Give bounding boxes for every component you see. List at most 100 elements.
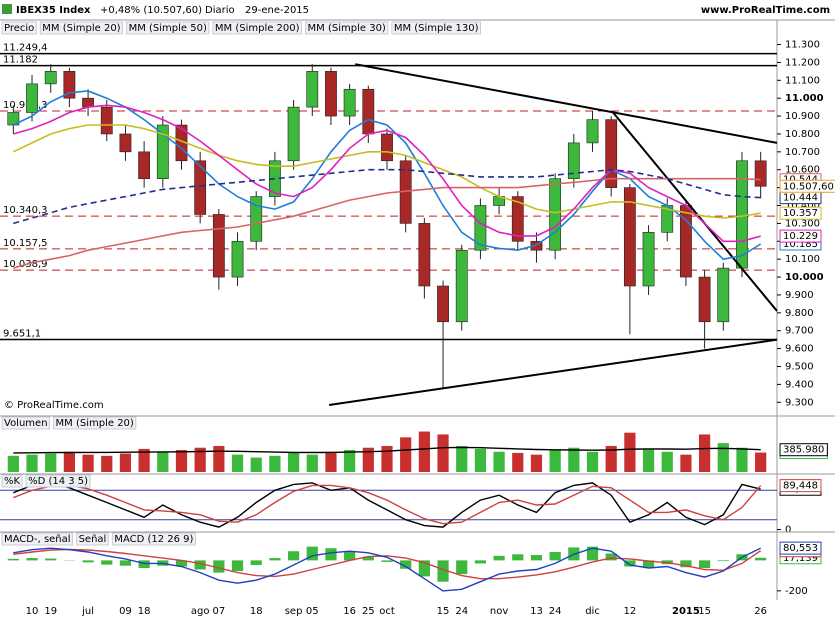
bar [250, 457, 262, 472]
candle-body [455, 249, 468, 323]
candle-body [623, 187, 636, 287]
trend-line [355, 63, 778, 144]
legend-item: MACD (12 26 9) [114, 534, 193, 545]
legend-item-bg [1, 416, 51, 430]
legend-item: MM (Simple 20) [56, 418, 134, 429]
last-value-tag [779, 541, 822, 555]
x-tick-label: 10 [26, 606, 39, 617]
series-line [13, 484, 762, 525]
bar [26, 558, 38, 561]
candle-body [437, 285, 449, 323]
legend-item: MACD-, señal [4, 534, 71, 545]
bar [45, 558, 57, 561]
candle-body [156, 124, 169, 179]
symbol: IBEX35 Index [16, 5, 91, 16]
candle-body [100, 106, 113, 135]
bar [82, 454, 94, 472]
candle-body [212, 214, 225, 278]
bar [474, 448, 487, 472]
legend-item-bg [25, 474, 91, 488]
last-value-label: 10.357 [783, 208, 818, 219]
x-tick-label: 18 [250, 606, 263, 617]
bar [101, 560, 113, 565]
candle-body [474, 205, 487, 251]
bar [194, 560, 206, 570]
bar [717, 560, 729, 562]
bar [344, 450, 356, 472]
site: www.ProRealTime.com [701, 5, 830, 16]
legend-item: Precio [4, 23, 34, 34]
y-tick-label: 9.600 [785, 344, 814, 355]
bar [568, 447, 580, 472]
x-tick-label: sep [285, 606, 303, 617]
candle-body [418, 223, 431, 287]
bar [493, 451, 505, 472]
candle-body [119, 133, 132, 153]
last-value-tag [779, 443, 828, 457]
candle-body [698, 276, 711, 323]
y-tick-label: 10.800 [785, 129, 820, 140]
y-tick-label: 9.900 [785, 290, 814, 301]
legend-item-bg [1, 532, 74, 546]
candle-body [325, 71, 337, 117]
y-tick-label: 9.800 [785, 308, 814, 319]
candle-body [82, 97, 94, 108]
bar [45, 453, 57, 472]
bar [642, 448, 655, 472]
bar [755, 452, 767, 472]
bar [269, 455, 281, 472]
bar [119, 453, 132, 472]
bar [362, 447, 374, 472]
y-tick-label: -200 [785, 586, 808, 597]
x-tick-label: ago [191, 606, 210, 617]
bar [680, 454, 692, 472]
candle-body [754, 160, 767, 187]
bar [306, 546, 318, 561]
bar [699, 560, 711, 568]
candle-body [26, 83, 38, 113]
bar [175, 560, 188, 567]
candle-body [717, 267, 730, 323]
series-line [13, 446, 761, 454]
y-tick-label: 10.400 [785, 201, 820, 212]
bar [717, 443, 729, 472]
bar [400, 437, 412, 472]
last-value-label: 10.444 [783, 193, 818, 204]
y-tick-label: 10.700 [785, 147, 820, 158]
level-label: 9.651,1 [3, 328, 41, 339]
bar [381, 560, 393, 562]
legend-item: MM (Simple 20) [42, 23, 120, 34]
bar [437, 560, 449, 582]
candle-body [567, 142, 580, 179]
bar [119, 560, 132, 566]
bar [82, 560, 94, 563]
y-tick-label: 11.200 [785, 57, 820, 68]
bar [7, 558, 19, 561]
bar [624, 432, 636, 472]
bar [624, 560, 636, 567]
series-line [13, 548, 762, 580]
series-line [13, 482, 761, 528]
x-tick-label: 15 [437, 606, 450, 617]
last-value-label: 10.507,60 [783, 181, 834, 192]
bar [699, 434, 711, 472]
x-tick-label: 16 [343, 606, 356, 617]
y-tick-label: 10.600 [785, 165, 820, 176]
icon [2, 4, 12, 14]
x-tick-label: 24 [455, 606, 468, 617]
candle-body [511, 196, 524, 242]
last-value-tag [779, 206, 822, 220]
series-line [13, 547, 762, 592]
legend-item-bg [391, 21, 481, 35]
bar [661, 451, 673, 472]
bar [418, 431, 430, 472]
legend-item: MM (Simple 50) [129, 23, 207, 34]
last-value-tag [779, 479, 822, 493]
bar [63, 451, 75, 472]
bar [512, 452, 524, 472]
bar [755, 557, 767, 561]
x-tick-label: 15 [698, 606, 711, 617]
candle-body [194, 160, 207, 215]
x-tick-label: 09 [119, 606, 132, 617]
x-tick-label: oct [379, 606, 395, 617]
